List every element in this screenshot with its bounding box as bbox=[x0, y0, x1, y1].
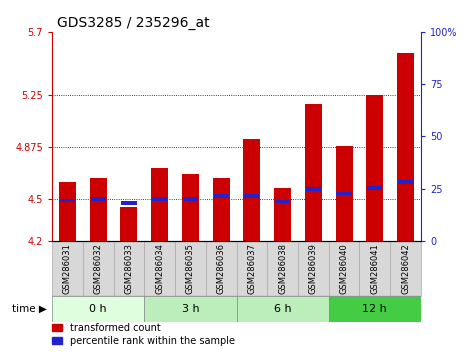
Bar bbox=[213, 178, 229, 241]
Bar bbox=[183, 197, 198, 201]
Bar bbox=[121, 207, 137, 241]
Text: 0 h: 0 h bbox=[89, 304, 107, 314]
FancyBboxPatch shape bbox=[267, 241, 298, 296]
Text: GSM286036: GSM286036 bbox=[217, 244, 226, 295]
FancyBboxPatch shape bbox=[114, 241, 144, 296]
Bar bbox=[275, 200, 290, 204]
FancyBboxPatch shape bbox=[329, 241, 359, 296]
FancyBboxPatch shape bbox=[236, 241, 267, 296]
Text: GSM286041: GSM286041 bbox=[370, 244, 379, 294]
Bar bbox=[367, 95, 383, 241]
FancyBboxPatch shape bbox=[52, 296, 144, 322]
Text: GDS3285 / 235296_at: GDS3285 / 235296_at bbox=[57, 16, 210, 30]
Bar bbox=[305, 104, 322, 241]
Text: GSM286039: GSM286039 bbox=[309, 244, 318, 294]
Bar bbox=[274, 188, 291, 241]
Text: GSM286033: GSM286033 bbox=[124, 244, 133, 295]
FancyBboxPatch shape bbox=[52, 241, 83, 296]
Bar bbox=[152, 197, 167, 201]
FancyBboxPatch shape bbox=[175, 241, 206, 296]
Text: GSM286032: GSM286032 bbox=[94, 244, 103, 294]
Text: time ▶: time ▶ bbox=[12, 304, 47, 314]
Text: GSM286040: GSM286040 bbox=[340, 244, 349, 294]
FancyBboxPatch shape bbox=[206, 241, 236, 296]
Text: 6 h: 6 h bbox=[274, 304, 291, 314]
FancyBboxPatch shape bbox=[329, 296, 421, 322]
Bar bbox=[60, 199, 75, 202]
Text: 12 h: 12 h bbox=[362, 304, 387, 314]
Bar bbox=[59, 182, 76, 241]
Bar bbox=[367, 186, 383, 189]
Bar bbox=[244, 194, 260, 198]
FancyBboxPatch shape bbox=[359, 241, 390, 296]
Bar bbox=[90, 197, 106, 201]
FancyBboxPatch shape bbox=[236, 296, 329, 322]
FancyBboxPatch shape bbox=[298, 241, 329, 296]
Bar bbox=[121, 201, 137, 205]
Legend: transformed count, percentile rank within the sample: transformed count, percentile rank withi… bbox=[52, 323, 235, 346]
FancyBboxPatch shape bbox=[144, 296, 236, 322]
FancyBboxPatch shape bbox=[390, 241, 421, 296]
Bar bbox=[90, 178, 106, 241]
Text: GSM286038: GSM286038 bbox=[278, 244, 287, 295]
Bar bbox=[151, 168, 168, 241]
Bar bbox=[336, 146, 352, 241]
Text: GSM286037: GSM286037 bbox=[247, 244, 256, 295]
Bar bbox=[397, 53, 414, 241]
Bar bbox=[306, 188, 321, 191]
Text: GSM286035: GSM286035 bbox=[186, 244, 195, 294]
FancyBboxPatch shape bbox=[83, 241, 114, 296]
Bar bbox=[213, 194, 229, 198]
Bar bbox=[336, 192, 352, 195]
Text: GSM286031: GSM286031 bbox=[63, 244, 72, 294]
Text: GSM286042: GSM286042 bbox=[401, 244, 410, 294]
Text: 3 h: 3 h bbox=[182, 304, 199, 314]
Text: GSM286034: GSM286034 bbox=[155, 244, 164, 294]
Bar bbox=[182, 174, 199, 241]
Bar bbox=[398, 181, 413, 184]
Bar bbox=[244, 139, 260, 241]
FancyBboxPatch shape bbox=[144, 241, 175, 296]
